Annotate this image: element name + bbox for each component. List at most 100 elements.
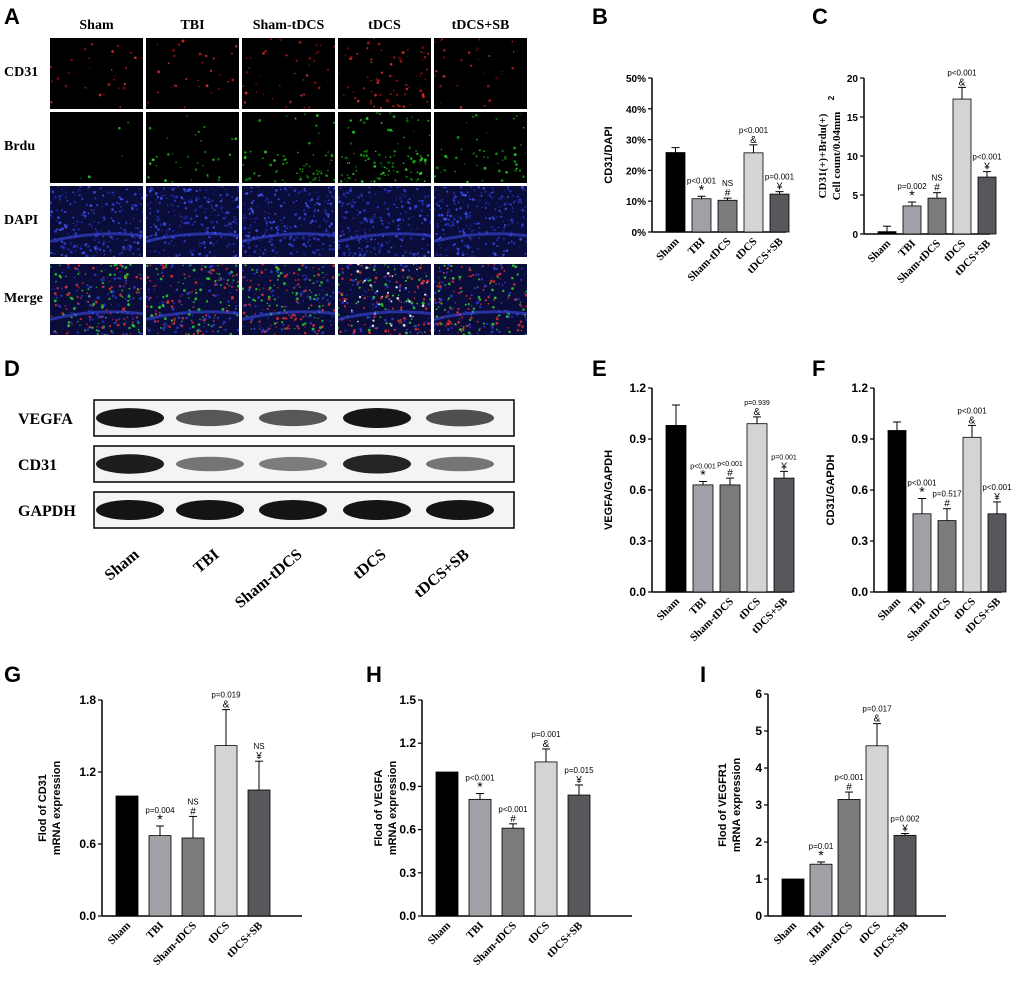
y-tick-label-b: 10% (626, 197, 646, 208)
significance-mark-h-tdcs: & (543, 739, 550, 750)
y-tick-label-c: 5 (852, 191, 858, 202)
bar-i-sham-tdcs (837, 799, 861, 917)
panel-label-h: H (366, 662, 382, 687)
y-axis-label-c: CD31(+)+Brdu(+) (817, 113, 829, 198)
p-value-e-tdcs: p=0.939 (744, 400, 770, 407)
y-axis-label-g: mRNA expression (51, 761, 63, 856)
significance-mark-c-tdcs: & (959, 77, 966, 88)
significance-mark-b-tdcs: & (750, 135, 757, 146)
significance-mark-f-sham-tdcs: # (944, 499, 950, 510)
micrograph-merge-sham-tdcs (242, 264, 335, 335)
bar-f-sham (887, 430, 907, 593)
chart-i: 0 1 2 3 4 5 6 Flod of VEGFR1 mRNA expression Sham… (717, 687, 946, 968)
y-tick-label-b: 0% (632, 228, 647, 239)
y-tick-label-b: 40% (626, 105, 646, 116)
micrograph-brdu-tdcs-sb (434, 112, 527, 183)
lane-label-sham-tdcs: Sham-tDCS (232, 546, 306, 612)
bar-b-tdcs (743, 152, 764, 233)
bar-f-tdcs (962, 436, 982, 593)
p-value-g-tdcs: p=0.019 (211, 691, 241, 700)
blot-band-cd31-tdcs (343, 454, 411, 474)
micrograph-brdu-tdcs (338, 112, 431, 183)
bar-f-tbi (912, 513, 932, 593)
y-tick-label-c: 10 (847, 152, 859, 163)
y-axis-label-e: VEGFA/GAPDH (603, 450, 615, 530)
y-tick-label-e: 0.6 (629, 483, 646, 497)
chart-g: 0.0 0.6 1.2 1.8 Flod of CD31 mRNA expression S… (37, 691, 302, 968)
micrograph-dapi-sham (50, 186, 143, 257)
significance-mark-g-tbi: * (157, 811, 163, 827)
y-axis-label-g: Flod of CD31 (37, 774, 49, 842)
condition-label-tdcs-sb: tDCS+SB (451, 18, 510, 33)
lane-label-tdcs-sb: tDCS+SB (411, 546, 473, 602)
significance-mark-i-tdcs-sb: ¥ (901, 823, 908, 834)
micrograph-cd31-tdcs-sb (434, 38, 527, 109)
micrograph-dapi-tbi (146, 186, 239, 257)
y-tick-label-b: 20% (626, 166, 646, 177)
bar-e-tdcs-sb (773, 477, 795, 593)
significance-mark-b-tdcs-sb: ¥ (776, 182, 783, 193)
p-value-c-tdcs: p<0.001 (947, 68, 977, 77)
micrograph-brdu-sham-tdcs (242, 112, 335, 183)
condition-label-sham: Sham (79, 18, 114, 33)
y-tick-label-f: 1.2 (851, 381, 868, 395)
p-value-b-tdcs: p<0.001 (739, 126, 769, 135)
bar-h-sham (435, 771, 459, 917)
significance-mark-g-tdcs-sb: ¥ (255, 751, 262, 762)
significance-mark-f-tbi: * (919, 484, 925, 500)
p-value-i-tdcs-sb: p=0.002 (890, 814, 920, 823)
p-value-g-sham-tdcs: NS (187, 797, 198, 806)
bar-h-tdcs-sb (567, 794, 591, 917)
bar-b-tdcs-sb (769, 193, 790, 233)
y-tick-label-i: 3 (755, 798, 762, 812)
y-tick-label-f: 0.9 (851, 432, 868, 446)
lane-label-sham: Sham (102, 546, 143, 585)
chart-f: 0.00.30.60.91.2CD31/GAPDHSham*p<0.001TBI… (825, 381, 1012, 644)
y-tick-label-i: 1 (755, 872, 762, 886)
y-tick-label-g: 1.8 (79, 693, 96, 707)
micrograph-brdu-tbi (146, 112, 239, 183)
x-tick-label-c-sham: Sham (866, 238, 894, 266)
significance-mark-b-sham-tdcs: # (725, 188, 731, 199)
lane-label-tbi: TBI (191, 546, 223, 577)
y-tick-label-b: 30% (626, 136, 646, 147)
bar-b-sham-tdcs (717, 199, 738, 233)
blot-band-cd31-tbi (176, 456, 244, 472)
blot-band-cd31-sham-tdcs (259, 456, 327, 472)
micrograph-dapi-tdcs (338, 186, 431, 257)
significance-mark-g-tdcs: & (223, 700, 230, 711)
bar-h-tdcs (534, 761, 558, 917)
bar-g-tdcs (214, 745, 238, 917)
panel-label-c: C (812, 4, 828, 29)
y-axis-label-b: CD31/DAPI (603, 126, 615, 183)
p-value-f-tbi: p<0.001 (907, 479, 937, 488)
x-tick-label-f-sham: Sham (876, 596, 904, 624)
p-value-i-tbi: p=0.01 (809, 842, 834, 851)
p-value-e-tdcs-sb: p=0.001 (771, 454, 797, 461)
y-tick-label-e: 0.0 (629, 585, 646, 599)
significance-mark-h-sham-tdcs: # (510, 814, 516, 825)
significance-mark-i-tbi: * (818, 847, 824, 863)
significance-mark-b-tbi: * (699, 181, 705, 197)
x-tick-label-e-sham: Sham (655, 596, 683, 624)
x-tick-label-i-tbi: TBI (805, 920, 827, 942)
chart-h: 0.0 0.3 0.6 0.9 1.2 1.5 Flod of VEGFA mRNA expr… (373, 693, 632, 968)
blot-band-gapdh-sham-tdcs (259, 500, 327, 520)
y-axis-label-i: mRNA expression (731, 758, 743, 853)
p-value-c-tbi: p=0.002 (897, 182, 927, 191)
x-tick-label-b-tbi: TBI (686, 236, 708, 258)
y-tick-label-g: 0.0 (79, 909, 96, 923)
y-tick-label-f: 0.0 (851, 585, 868, 599)
stain-label-brdu: Brdu (4, 138, 36, 154)
p-value-f-tdcs: p<0.001 (957, 406, 987, 415)
western-blot: VEGFA CD31 GAPDH Sham TBI Sham-tDCS tDCS tDCS+S… (18, 399, 515, 612)
significance-mark-g-sham-tdcs: # (190, 806, 196, 817)
bar-c-tdcs (952, 98, 972, 235)
x-tick-label-g-tdcs: tDCS (205, 920, 232, 947)
y-tick-label-e: 0.9 (629, 432, 646, 446)
p-value-b-sham-tdcs: NS (722, 179, 733, 188)
blot-band-vegfa-tdcs-sb (426, 409, 494, 427)
p-value-h-tdcs-sb: p=0.015 (564, 766, 594, 775)
x-tick-label-h-tdcs-sb: tDCS+SB (545, 919, 586, 960)
micrograph-brdu-sham (50, 112, 143, 183)
